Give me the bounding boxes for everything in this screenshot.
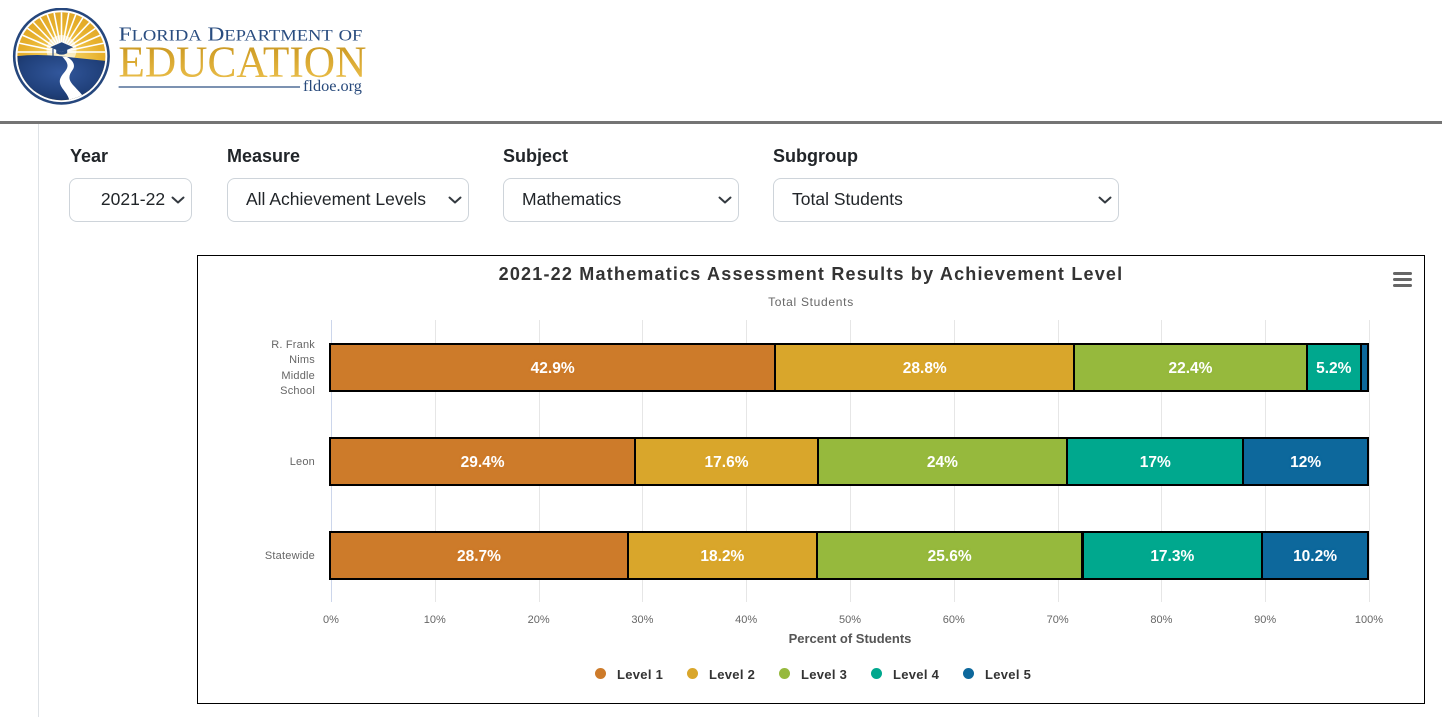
svg-text:EDUCATION: EDUCATION	[118, 36, 366, 86]
svg-text:fldoe.org: fldoe.org	[303, 76, 362, 95]
